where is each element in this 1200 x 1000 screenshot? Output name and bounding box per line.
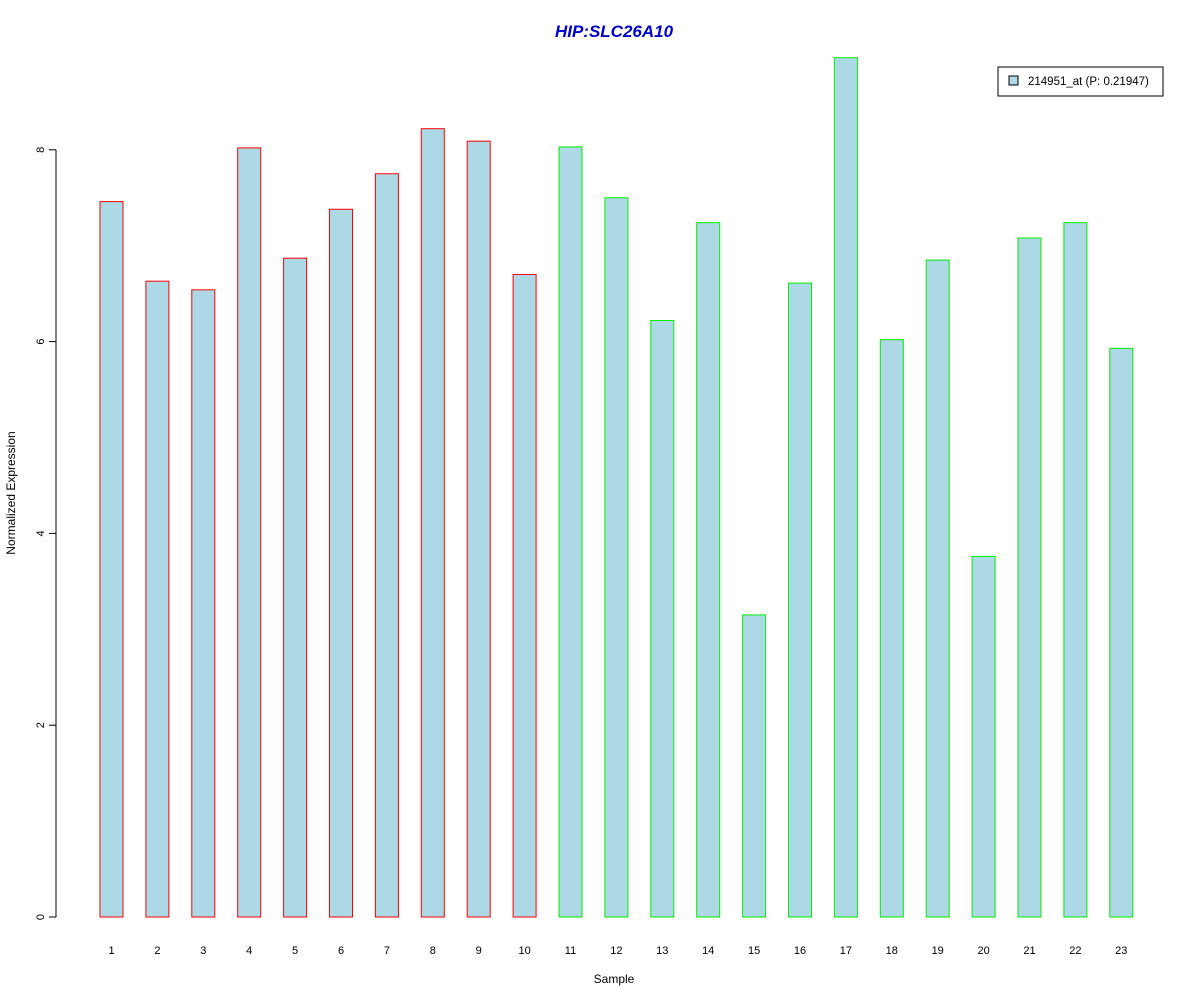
x-tick-label: 7 bbox=[384, 945, 390, 957]
bar-sample-3 bbox=[191, 289, 216, 918]
x-tick-label: 22 bbox=[1069, 945, 1081, 957]
x-tick-label: 3 bbox=[200, 945, 206, 957]
legend-box bbox=[997, 66, 1164, 97]
bar-sample-19 bbox=[925, 259, 950, 918]
x-tick-label: 11 bbox=[565, 945, 576, 957]
y-axis: 0 2 4 6 8 bbox=[35, 147, 57, 920]
y-tick-label: 2 bbox=[35, 722, 47, 728]
bar-sample-9 bbox=[466, 140, 491, 918]
bar-sample-15 bbox=[742, 614, 767, 918]
x-tick-label: 16 bbox=[794, 945, 806, 957]
x-tick-label: 4 bbox=[246, 945, 252, 957]
x-tick-label: 14 bbox=[702, 945, 714, 957]
x-tick-label: 9 bbox=[476, 945, 482, 957]
y-tick-label: 4 bbox=[35, 530, 47, 536]
x-tick-label: 6 bbox=[338, 945, 344, 957]
x-tick-labels: 1 2 3 4 5 6 7 8 9 10 11 12 13 14 15 16 17 18 19 20 21 22 23 bbox=[108, 945, 1127, 957]
x-tick-label: 10 bbox=[518, 945, 530, 957]
bar-sample-6 bbox=[329, 208, 353, 918]
legend-label: 214951_at (P: 0.21947) bbox=[1028, 76, 1149, 88]
y-tick-label: 8 bbox=[35, 147, 47, 153]
bar-sample-1 bbox=[99, 201, 124, 918]
bar-sample-2 bbox=[145, 280, 170, 918]
x-tick-label: 13 bbox=[656, 945, 668, 957]
legend: 214951_at (P: 0.21947) bbox=[997, 66, 1164, 97]
bar-sample-14 bbox=[696, 222, 721, 918]
chart-title: HIP:SLC26A10 bbox=[555, 22, 674, 41]
x-tick-label: 8 bbox=[430, 945, 436, 957]
legend-swatch bbox=[1008, 75, 1019, 86]
bar-sample-7 bbox=[374, 173, 399, 918]
bar-sample-20 bbox=[971, 555, 996, 918]
x-tick-label: 12 bbox=[610, 945, 622, 957]
bar-sample-16 bbox=[788, 282, 812, 918]
x-tick-label: 15 bbox=[748, 945, 760, 957]
bar-sample-23 bbox=[1109, 347, 1134, 918]
x-tick-label: 20 bbox=[977, 945, 989, 957]
bars-group bbox=[99, 57, 1134, 918]
x-axis-title: Sample bbox=[594, 972, 635, 986]
bar-sample-11 bbox=[558, 146, 583, 918]
bar-sample-22 bbox=[1063, 222, 1088, 918]
x-tick-label: 2 bbox=[154, 945, 160, 957]
bar-sample-8 bbox=[420, 128, 445, 918]
bar-sample-4 bbox=[237, 147, 262, 918]
y-tick-label: 0 bbox=[35, 914, 47, 920]
x-tick-label: 5 bbox=[292, 945, 298, 957]
x-tick-label: 21 bbox=[1023, 945, 1035, 957]
bar-sample-17 bbox=[833, 57, 858, 918]
y-tick-label: 6 bbox=[35, 339, 47, 345]
bar-sample-13 bbox=[650, 320, 675, 918]
x-tick-label: 23 bbox=[1115, 945, 1127, 957]
bar-sample-12 bbox=[604, 197, 629, 918]
y-axis-title: Normalized Expression bbox=[4, 431, 18, 554]
bar-sample-18 bbox=[879, 339, 904, 918]
x-tick-label: 18 bbox=[886, 945, 898, 957]
bar-sample-21 bbox=[1017, 237, 1042, 918]
x-tick-label: 17 bbox=[840, 945, 852, 957]
bar-sample-5 bbox=[283, 257, 308, 918]
x-tick-label: 19 bbox=[932, 945, 944, 957]
x-tick-label: 1 bbox=[108, 945, 114, 957]
bar-sample-10 bbox=[512, 273, 537, 918]
